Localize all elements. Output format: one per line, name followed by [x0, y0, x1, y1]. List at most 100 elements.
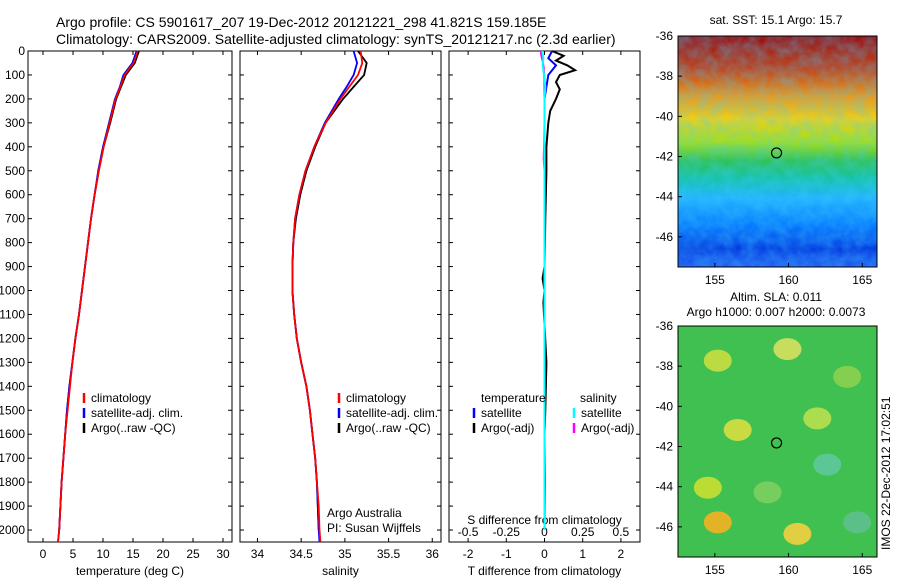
temperature-plot-frame — [27, 50, 233, 543]
difference-legend-title-temperature: temperature — [481, 391, 546, 405]
depth-tick-label: 800 — [5, 236, 25, 250]
difference-x-tick-label: -1 — [501, 547, 512, 561]
sla_map-y-tick-label: -44 — [656, 480, 674, 494]
sla-map-anomaly-patch — [723, 418, 752, 441]
depth-tick-label: 1000 — [0, 284, 25, 298]
difference-t-axis-label: T difference from climatology — [468, 564, 622, 578]
depth-tick-label: 100 — [5, 68, 25, 82]
sla_map-y-tick-label: -38 — [656, 359, 674, 373]
temperature-legend-label-satellite-adj-clim: satellite-adj. clim. — [91, 406, 183, 420]
salinity-x-tick-label: 35.5 — [377, 547, 401, 561]
sla-map-anomaly-patch — [703, 511, 732, 534]
sla_map-x-tick-label: 165 — [852, 563, 872, 577]
argo-position-marker — [770, 437, 783, 449]
sla_map-y-tick-label: -42 — [656, 440, 674, 454]
depth-tick-label: 1400 — [0, 379, 25, 393]
sla-map-title-line: Altim. SLA: 0.011 — [730, 290, 822, 304]
difference-x-tick-label: 2 — [618, 547, 625, 561]
sla_map-x-tick-label: 160 — [779, 563, 799, 577]
sla_map-y-tick-label: -46 — [656, 520, 674, 534]
depth-tick-label: 1600 — [0, 427, 25, 441]
difference-legend-label-argo-adj: Argo(-adj) — [581, 421, 634, 435]
sst_map-y-tick-label: -40 — [656, 109, 674, 123]
salinity-annotation-line: PI: Susan Wijffels — [327, 521, 421, 535]
salinity-x-tick-label: 34 — [251, 547, 265, 561]
sla-map-anomaly-patch — [753, 481, 782, 504]
temperature-series-climatology — [57, 50, 139, 543]
depth-tick-label: 1800 — [0, 475, 25, 489]
salinity-x-tick-label: 34.5 — [289, 547, 313, 561]
difference-legend-label-satellite: satellite — [581, 406, 622, 420]
sst_map-y-tick-label: -38 — [656, 69, 674, 83]
sst_map-y-tick-label: -42 — [656, 150, 674, 164]
difference-top-tick-label: 0.5 — [613, 525, 630, 539]
difference-x-tick-label: -2 — [463, 547, 474, 561]
sla_map-y-tick-label: -40 — [656, 399, 674, 413]
difference-top-tick-label: 0 — [541, 525, 548, 539]
argo-position-marker — [770, 147, 783, 159]
timestamp-side-text: IMOS 22-Dec-2012 17:02:51 — [879, 396, 893, 550]
difference-legend-label-satellite: satellite — [481, 406, 522, 420]
depth-tick-label: 900 — [5, 260, 25, 274]
sla-map-anomaly-patch — [783, 522, 812, 545]
sla-map-anomaly-patch — [833, 365, 862, 388]
depth-tick-label: 2000 — [0, 523, 25, 537]
salinity-legend-label-climatology: climatology — [346, 391, 406, 405]
temperature-legend-label-argo-raw-qc: Argo(..raw -QC) — [91, 421, 176, 435]
sst_map-y-tick-label: -44 — [656, 190, 674, 204]
temperature-x-tick-label: 5 — [70, 547, 77, 561]
depth-tick-label: 700 — [5, 212, 25, 226]
temperature-legend-label-climatology: climatology — [91, 391, 151, 405]
temperature-x-tick-label: 30 — [216, 547, 230, 561]
sst_map-x-tick-label: 160 — [779, 273, 799, 287]
temperature-x-tick-label: 25 — [186, 547, 200, 561]
figure-title-line-2: Climatology: CARS2009. Satellite-adjuste… — [56, 31, 616, 47]
difference-legend-title-salinity: salinity — [580, 391, 617, 405]
sst_map-x-tick-label: 165 — [852, 273, 872, 287]
temperature-x-axis-label: temperature (deg C) — [76, 564, 184, 578]
sst-map-texture-fill — [678, 36, 877, 267]
sst-map-title: sat. SST: 15.1 Argo: 15.7 — [710, 13, 843, 27]
sla_map-frame — [677, 325, 878, 558]
difference-x-tick-label: 1 — [579, 547, 586, 561]
depth-tick-label: 0 — [18, 44, 25, 58]
temperature-x-tick-label: 20 — [156, 547, 170, 561]
sla-map-anomaly-patch — [813, 453, 842, 476]
difference-top-tick-label: 0.25 — [571, 525, 595, 539]
depth-tick-label: 300 — [5, 116, 25, 130]
temperature-x-tick-label: 15 — [126, 547, 140, 561]
depth-tick-label: 1200 — [0, 331, 25, 345]
temperature-x-tick-label: 10 — [96, 547, 110, 561]
depth-tick-label: 1100 — [0, 307, 25, 321]
sst_map-frame — [677, 35, 878, 268]
difference-top-tick-label: -0.5 — [458, 525, 479, 539]
difference-top-tick-label: -0.25 — [493, 525, 521, 539]
salinity-legend-label-satellite-adj-clim: satellite-adj. clim. — [346, 406, 438, 420]
depth-tick-label: 1300 — [0, 355, 25, 369]
difference-series-salinity-satellite — [541, 50, 547, 530]
salinity-series-climatology — [291, 50, 364, 543]
difference-x-tick-label: 0 — [541, 547, 548, 561]
sla_map-x-tick-label: 155 — [705, 563, 725, 577]
difference-series-temperature-argo-adj — [541, 50, 578, 531]
depth-tick-label: 200 — [5, 92, 25, 106]
depth-tick-label: 500 — [5, 164, 25, 178]
chart-layer: 0 5 10 15 20 25 300100200300400500600700800900… — [0, 13, 893, 578]
depth-tick-label: 600 — [5, 188, 25, 202]
salinity-x-axis-label: salinity — [322, 564, 359, 578]
sst_map-y-tick-label: -46 — [656, 230, 674, 244]
salinity-legend-label-argo-raw-qc: Argo(..raw -QC) — [346, 421, 431, 435]
sla_map-y-tick-label: -36 — [656, 319, 674, 333]
salinity-x-tick-label: 36 — [426, 547, 440, 561]
sla-map-anomaly-patch — [703, 349, 732, 372]
salinity-annotation-line: Argo Australia — [327, 506, 402, 520]
temperature-x-tick-label: 0 — [40, 547, 47, 561]
sla-map-anomaly-patch — [773, 338, 802, 361]
sst_map-x-tick-label: 155 — [705, 273, 725, 287]
difference-legend-label-argo-adj: Argo(-adj) — [481, 421, 534, 435]
depth-tick-label: 1500 — [0, 403, 25, 417]
depth-tick-label: 1700 — [0, 451, 25, 465]
sla-map-anomaly-patch — [803, 407, 832, 430]
salinity-x-tick-label: 35 — [338, 547, 352, 561]
